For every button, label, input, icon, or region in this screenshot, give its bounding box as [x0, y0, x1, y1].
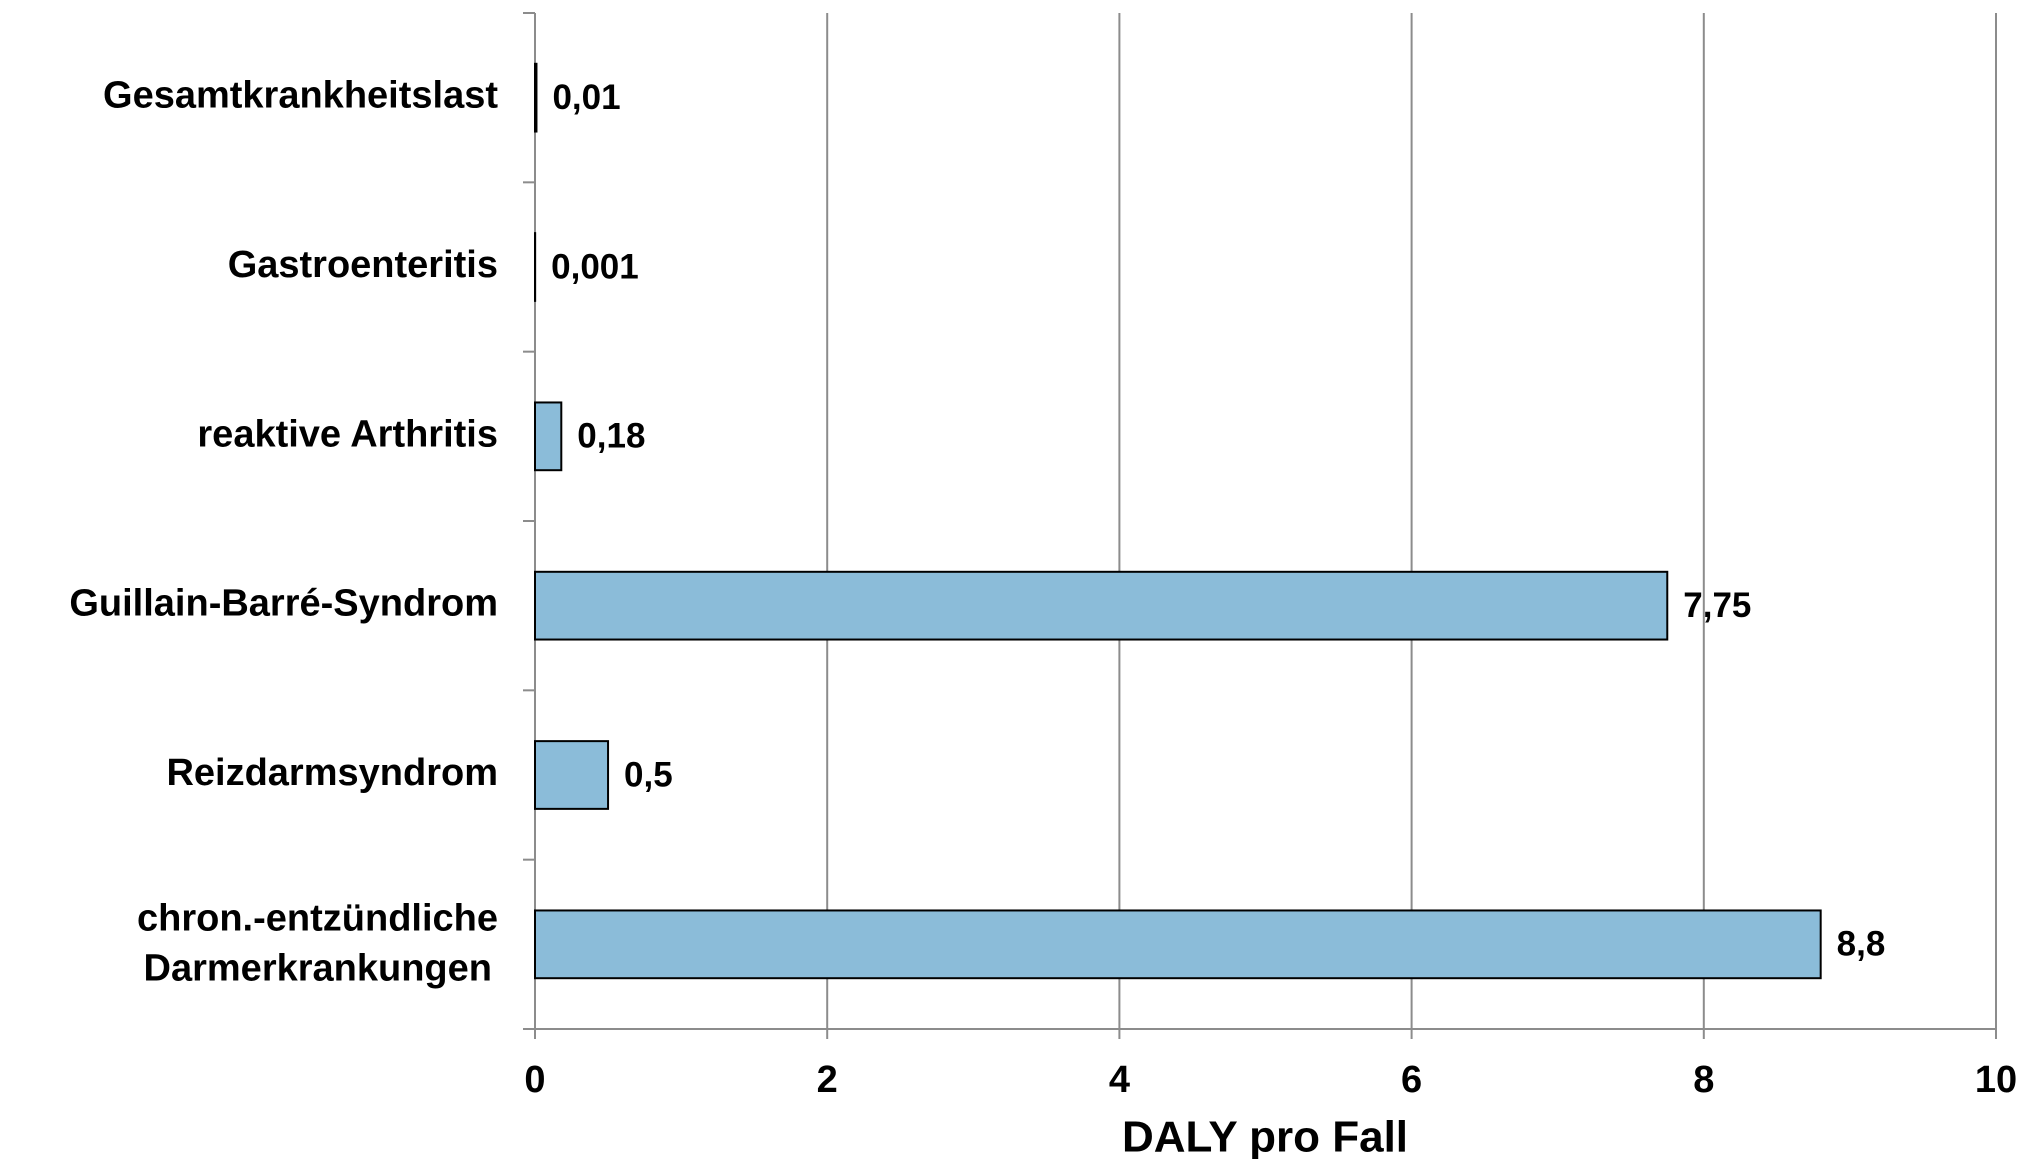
value-label: 8,8: [1837, 925, 1886, 964]
y-tick-label: reaktive Arthritis: [197, 413, 498, 455]
value-label: 0,001: [551, 247, 639, 286]
y-tick-label: chron.-entzündliche Darmerkrankungen: [137, 897, 498, 989]
x-tick-label: 10: [1975, 1059, 2017, 1101]
y-tick-label: Reizdarmsyndrom: [166, 752, 498, 794]
value-label: 0,5: [624, 755, 673, 794]
x-tick-label: 0: [524, 1059, 545, 1101]
bar: [534, 401, 563, 472]
x-tick-label: 4: [1109, 1059, 1130, 1101]
bar: [534, 570, 1669, 641]
x-tick-label: 6: [1401, 1059, 1422, 1101]
x-tick-label: 8: [1693, 1059, 1714, 1101]
x-tick-label: 2: [817, 1059, 838, 1101]
value-label: 7,75: [1683, 586, 1751, 625]
x-axis-title: DALY pro Fall: [1122, 1113, 1408, 1159]
y-tick-label: Guillain-Barré-Syndrom: [69, 583, 498, 625]
value-label: 0,01: [552, 78, 620, 117]
bar: [534, 909, 1822, 980]
bar: [534, 62, 538, 133]
y-tick-label: Gastroenteritis: [228, 244, 498, 286]
y-tick-label: Gesamtkrankheitslast: [103, 75, 498, 117]
value-label: 0,18: [577, 417, 645, 456]
bar: [534, 740, 610, 810]
